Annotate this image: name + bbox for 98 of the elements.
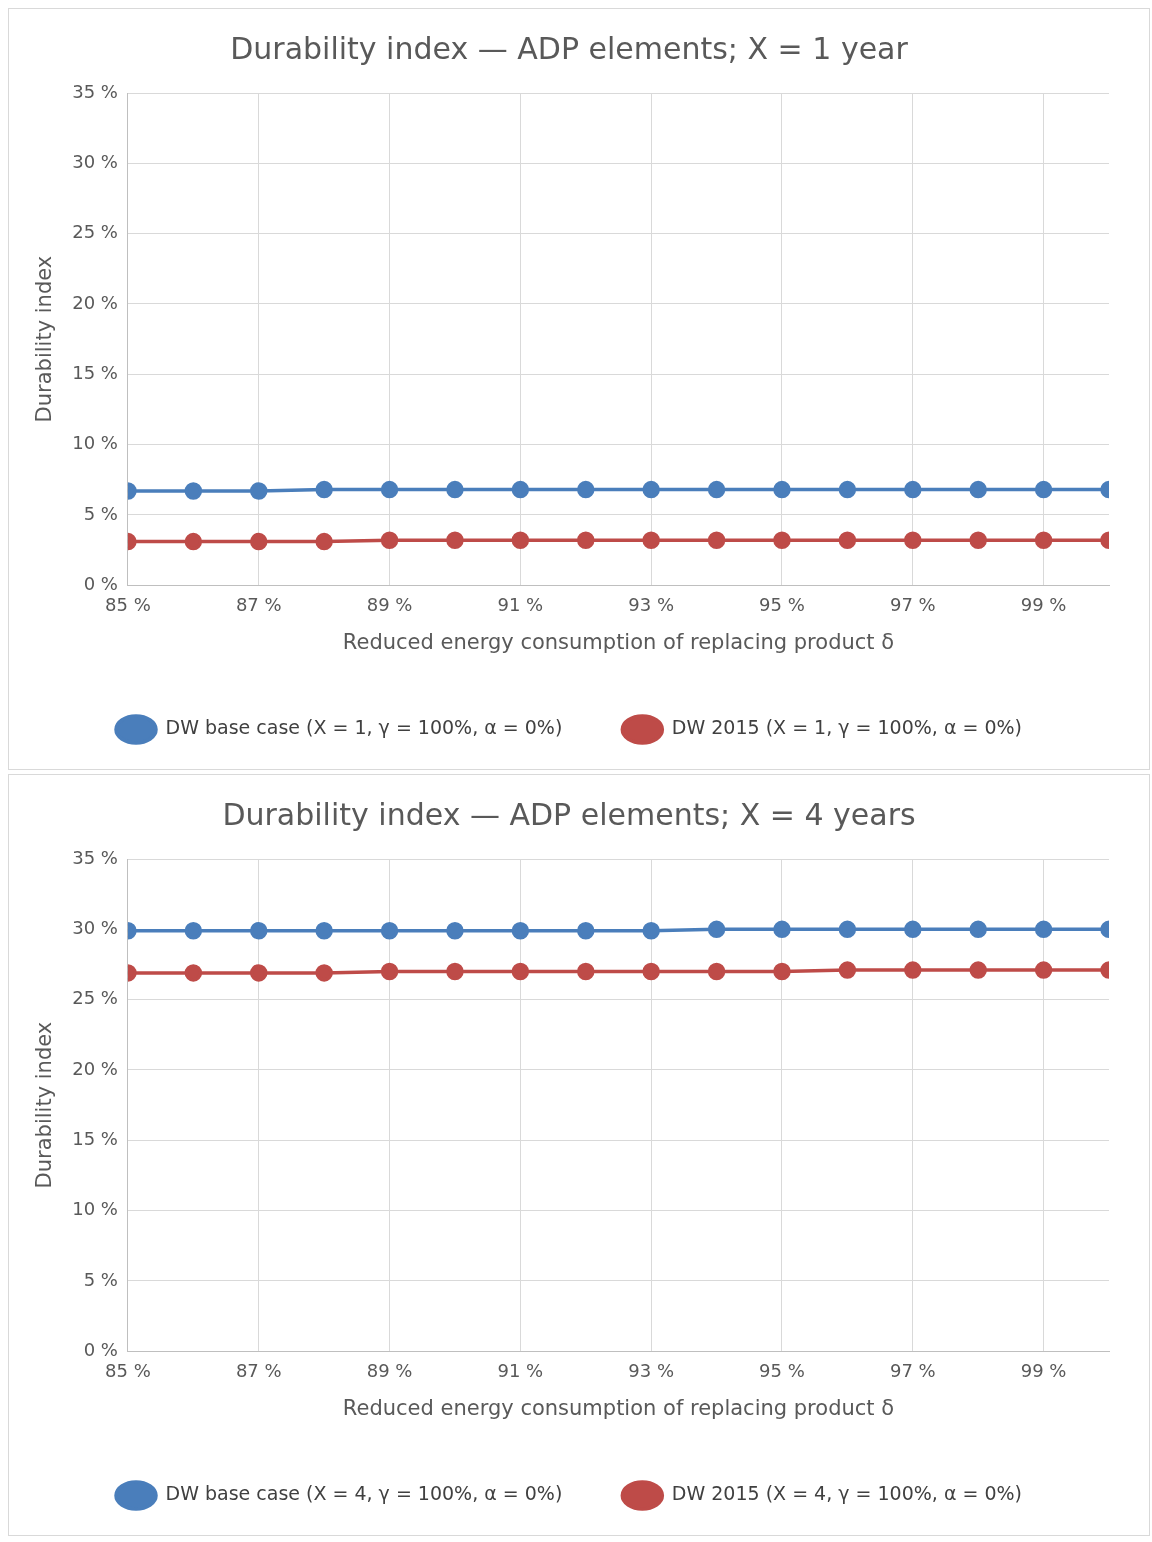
y-tick-label: 35 % [72, 80, 118, 102]
point [773, 920, 791, 939]
point [773, 480, 791, 499]
point [904, 531, 922, 549]
point [380, 480, 399, 499]
point [249, 532, 268, 551]
point [773, 531, 791, 549]
point [511, 921, 530, 940]
x-tick-label: 99 % [1020, 1359, 1067, 1381]
legend-label: DW base case (X = 1, γ = 100%, α = 0%) [165, 716, 563, 739]
y-tick-label: 15 % [72, 1127, 118, 1149]
y-tick-label: 5 % [83, 1268, 118, 1290]
x-tick-label: 97 % [889, 1359, 936, 1381]
point [642, 921, 660, 940]
x-axis-title: Reduced energy consumption of replacing product δ [342, 1395, 895, 1420]
point [904, 480, 922, 499]
x-axis-title: Reduced energy consumption of replacing product δ [342, 629, 895, 654]
x-tick-label: 97 % [889, 593, 936, 615]
point [577, 531, 595, 549]
y-tick-label: 25 % [72, 987, 118, 1009]
point [511, 480, 530, 499]
point [904, 920, 922, 939]
point [1034, 961, 1053, 979]
x-tick-label: 89 % [366, 593, 413, 615]
legend-label: DW base case (X = 4, γ = 100%, α = 0%) [165, 1482, 563, 1505]
point [1034, 480, 1053, 499]
legend-label: DW 2015 (X = 4, γ = 100%, α = 0%) [671, 1482, 1022, 1505]
y-tick-label: 10 % [72, 432, 118, 454]
x-tick-label: 91 % [497, 593, 544, 615]
y-tick-label: 10 % [72, 1198, 118, 1220]
point [446, 480, 464, 499]
point [577, 962, 595, 981]
point [577, 921, 595, 940]
y-tick-label: 5 % [83, 502, 118, 524]
point [969, 920, 987, 939]
point [446, 962, 464, 981]
y-tick-label: 30 % [72, 150, 118, 172]
point [707, 531, 726, 549]
point [838, 961, 857, 979]
y-tick-label: 20 % [72, 291, 118, 313]
x-tick-label: 95 % [759, 593, 805, 615]
y-axis-title: Durability index [32, 1021, 57, 1189]
point [577, 480, 595, 499]
y-tick-label: 0 % [83, 572, 118, 594]
point [446, 531, 464, 549]
y-tick-label: 0 % [83, 1338, 118, 1360]
x-tick-label: 93 % [628, 593, 675, 615]
y-tick-label: 35 % [72, 846, 118, 868]
point [184, 532, 203, 551]
point [315, 921, 333, 940]
x-tick-label: 95 % [759, 1359, 805, 1381]
chart-title: Durability index — ADP elements; X = 4 years [222, 796, 916, 832]
y-tick-label: 25 % [72, 221, 118, 243]
point [707, 920, 726, 939]
point [380, 921, 399, 940]
point [838, 480, 857, 499]
x-tick-label: 91 % [497, 1359, 544, 1381]
x-tick-label: 85 % [105, 593, 151, 615]
point [969, 961, 987, 979]
point [904, 961, 922, 979]
x-tick-label: 87 % [235, 1359, 282, 1381]
y-tick-label: 15 % [72, 361, 118, 383]
point [642, 962, 660, 981]
point [707, 480, 726, 499]
x-tick-label: 89 % [366, 1359, 413, 1381]
x-tick-label: 99 % [1020, 593, 1067, 615]
point [1034, 920, 1053, 939]
point [249, 964, 268, 982]
point [969, 531, 987, 549]
chart-title: Durability index — ADP elements; X = 1 year [230, 30, 909, 66]
legend-label: DW 2015 (X = 1, γ = 100%, α = 0%) [671, 716, 1022, 739]
point [642, 531, 660, 549]
y-tick-label: 20 % [72, 1057, 118, 1079]
y-axis-title: Durability index [32, 255, 57, 423]
point [315, 532, 333, 551]
point [315, 480, 333, 499]
point [249, 482, 268, 500]
x-tick-label: 87 % [235, 593, 282, 615]
y-tick-label: 30 % [72, 916, 118, 938]
point [511, 531, 530, 549]
point [642, 480, 660, 499]
point [838, 531, 857, 549]
point [838, 920, 857, 939]
x-tick-label: 85 % [105, 1359, 151, 1381]
point [1034, 531, 1053, 549]
x-tick-label: 93 % [628, 1359, 675, 1381]
point [184, 482, 203, 500]
point [184, 964, 203, 982]
point [380, 531, 399, 549]
point [315, 964, 333, 982]
point [446, 921, 464, 940]
point [969, 480, 987, 499]
point [184, 921, 203, 940]
point [773, 962, 791, 981]
point [707, 962, 726, 981]
point [511, 962, 530, 981]
point [249, 921, 268, 940]
point [380, 962, 399, 981]
